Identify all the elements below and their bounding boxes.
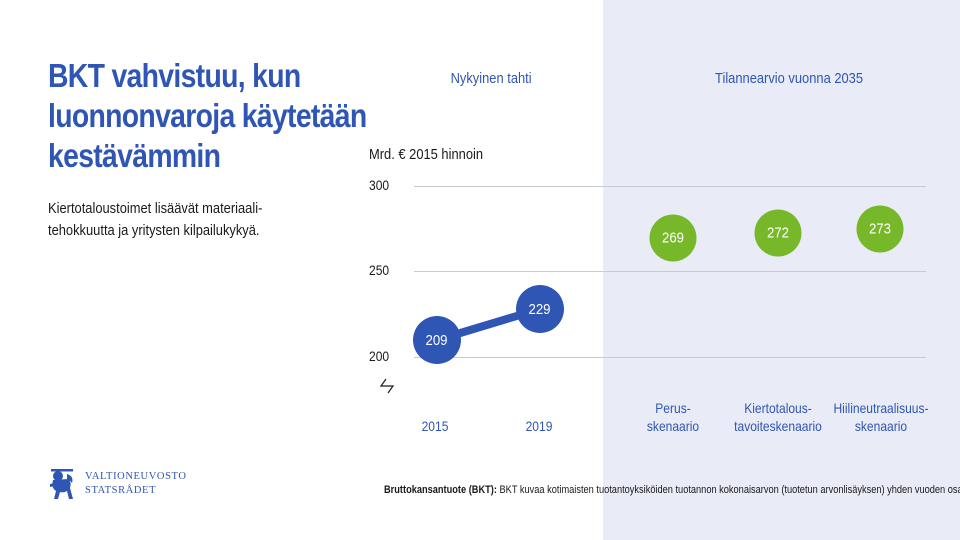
- gridline-200: [414, 357, 926, 358]
- data-point-perusskenaario: 269: [649, 214, 697, 262]
- section-heading-current: Nykyinen tahti: [450, 70, 532, 87]
- x-label-kiertotalousskenaario: Kiertotalous- tavoiteskenaario: [734, 400, 822, 434]
- logo-line-1: VALTIONEUVOSTO: [85, 471, 187, 482]
- subtitle: Kiertotaloustoimet lisäävät materiaali- …: [48, 198, 262, 242]
- logo-text: VALTIONEUVOSTO STATSRÅDET: [85, 470, 187, 498]
- data-point-2015: 209: [413, 316, 461, 364]
- section-heading-scenario: Tilannearvio vuonna 2035: [715, 70, 864, 87]
- data-point-hiilineutraalisuusskenaario: 273: [856, 205, 904, 253]
- logo-line-2: STATSRÅDET: [85, 485, 157, 496]
- gridline-250: [414, 271, 926, 272]
- valtioneuvosto-logo: VALTIONEUVOSTO STATSRÅDET: [48, 466, 187, 502]
- title-line-3: kestävämmin: [48, 137, 221, 174]
- y-tick-250: 250: [369, 262, 390, 278]
- title-line-1: BKT vahvistuu, kun: [48, 57, 301, 94]
- gridline-300: [414, 186, 926, 187]
- footnote-term: Bruttokansantuote (BKT):: [384, 484, 497, 496]
- data-point-kiertotalousskenaario: 272: [754, 209, 802, 257]
- x-label-hiilineutraalisuusskenaario: Hiilineutraalisuus- skenaario: [833, 400, 929, 434]
- y-tick-200: 200: [369, 348, 390, 364]
- axis-break-icon: [380, 378, 395, 394]
- subtitle-line-2: tehokkuutta ja yritysten kilpailukykyä.: [48, 222, 260, 239]
- footnote: Bruttokansantuote (BKT): BKT kuvaa kotim…: [384, 484, 960, 496]
- x-label-perusskenaario: Perus- skenaario: [646, 400, 700, 434]
- x-label-2015: 2015: [421, 418, 449, 434]
- lion-coat-of-arms-icon: [50, 469, 73, 499]
- scenario-panel-background: [603, 0, 960, 540]
- x-label-2019: 2019: [525, 418, 553, 434]
- data-point-2019: 229: [516, 285, 564, 333]
- y-tick-300: 300: [369, 177, 390, 193]
- footnote-text: BKT kuvaa kotimaisten tuotantoyksiköiden…: [496, 484, 960, 496]
- subtitle-line-1: Kiertotaloustoimet lisäävät materiaali-: [48, 200, 263, 217]
- y-axis-unit-label: Mrd. € 2015 hinnoin: [369, 146, 484, 163]
